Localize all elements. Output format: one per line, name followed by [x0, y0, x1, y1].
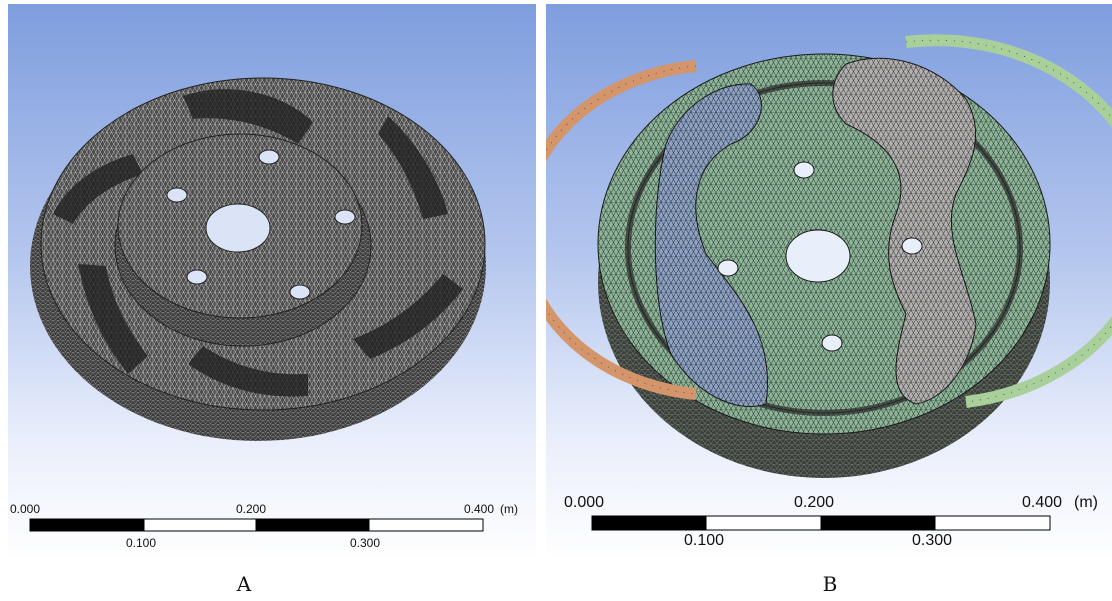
scale-label-400: 0.400 [464, 502, 495, 516]
scale-unit: (m) [500, 502, 518, 516]
brake-disc-mesh-a [29, 77, 486, 532]
scale-label-300: 0.300 [912, 532, 953, 549]
scale-label-400: 0.400 [1022, 494, 1063, 511]
scale-label-0: 0.000 [10, 502, 41, 516]
scale-label-300: 0.300 [350, 536, 381, 550]
scale-unit: (m) [1074, 494, 1098, 511]
drum-brake-mesh-b [546, 34, 1112, 531]
mesh-view-b: 0.000 0.200 0.400 (m) 0.100 0.300 [546, 4, 1112, 560]
caption-a: A [236, 572, 252, 596]
scale-bar-a [29, 518, 484, 532]
mesh-view-a: 0.000 0.200 0.400 (m) 0.100 0.300 [8, 4, 536, 560]
scale-bar-b [591, 515, 1051, 531]
scale-label-0: 0.000 [564, 494, 605, 511]
scale-label-200: 0.200 [236, 502, 267, 516]
scale-label-100: 0.100 [684, 532, 725, 549]
scale-label-200: 0.200 [794, 494, 835, 511]
caption-b: B [822, 572, 838, 596]
scale-label-100: 0.100 [126, 536, 157, 550]
